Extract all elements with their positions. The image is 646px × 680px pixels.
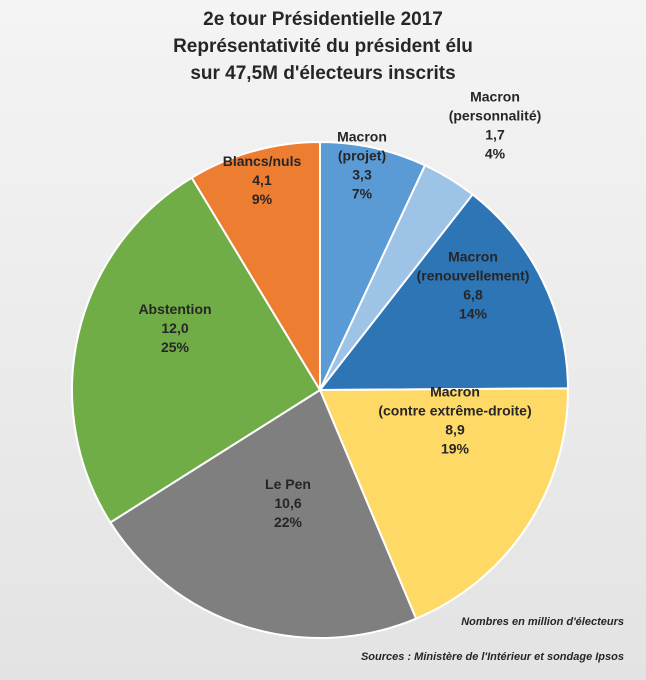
title-line-3: sur 47,5M d'électeurs inscrits	[190, 63, 456, 84]
slice-percent-label: 19%	[441, 441, 470, 457]
slice-value-label: 4,1	[252, 172, 272, 188]
sources-note: Sources : Ministère de l'Intérieur et so…	[360, 651, 624, 663]
slice-label-abstention: Abstention 12,0 25%	[138, 301, 211, 355]
pie-slice-macron-contre-extreme-droite	[318, 387, 569, 620]
slice-name-line: (projet)	[338, 148, 386, 164]
slice-value-label: 12,0	[161, 320, 188, 336]
slice-name-line: (contre extrême-droite)	[378, 403, 531, 419]
pie-labels: Macron (projet) 3,3 7% Macron (personnalité) 1…	[138, 89, 541, 531]
slice-value-label: 3,3	[352, 167, 372, 183]
pie-slices	[71, 140, 569, 639]
chart-title: 2e tour Présidentielle 2017 Représentati…	[0, 6, 646, 87]
slice-name-line: Macron	[448, 249, 498, 265]
slice-percent-label: 14%	[459, 306, 488, 322]
slice-percent-label: 9%	[252, 191, 273, 207]
slice-name-line: Blancs/nuls	[223, 153, 302, 169]
title-line-2: Représentativité du président élu	[173, 36, 473, 57]
slice-name-line: (personnalité)	[449, 108, 542, 124]
slice-label-blancs-nuls: Blancs/nuls 4,1 9%	[223, 153, 302, 207]
slice-name-line: (renouvellement)	[417, 268, 530, 284]
slice-value-label: 6,8	[463, 287, 483, 303]
pie-slice-abstention	[71, 176, 322, 524]
slice-percent-label: 22%	[274, 514, 303, 530]
pie-slice-blancs-nuls	[190, 140, 321, 394]
slice-value-label: 8,9	[445, 422, 465, 438]
slice-name-line: Macron	[337, 129, 387, 145]
slice-label-macron-personnalite: Macron (personnalité) 1,7 4%	[449, 89, 542, 162]
unit-note: Nombres en million d'électeurs	[461, 616, 624, 628]
slice-label-macron-contre-extreme-droite: Macron (contre extrême-droite) 8,9 19%	[378, 384, 531, 457]
slice-name-line: Le Pen	[265, 476, 311, 492]
slice-name-line: Macron	[470, 89, 520, 105]
pie-slice-macron-projet	[319, 140, 427, 391]
slice-percent-label: 25%	[161, 339, 190, 355]
slice-label-macron-renouvellement: Macron (renouvellement) 6,8 14%	[417, 249, 530, 322]
slice-value-label: 1,7	[485, 127, 505, 143]
slice-name-line: Macron	[430, 384, 480, 400]
slice-percent-label: 7%	[352, 186, 373, 202]
title-line-1: 2e tour Présidentielle 2017	[203, 9, 443, 30]
slice-label-le-pen: Le Pen 10,6 22%	[265, 476, 311, 530]
pie-slice-macron-renouvellement	[317, 193, 569, 392]
slice-percent-label: 4%	[485, 146, 506, 162]
slice-value-label: 10,6	[274, 495, 301, 511]
slice-name-line: Abstention	[138, 301, 211, 317]
pie-slice-le-pen	[108, 388, 418, 639]
slice-label-macron-projet: Macron (projet) 3,3 7%	[337, 129, 387, 202]
